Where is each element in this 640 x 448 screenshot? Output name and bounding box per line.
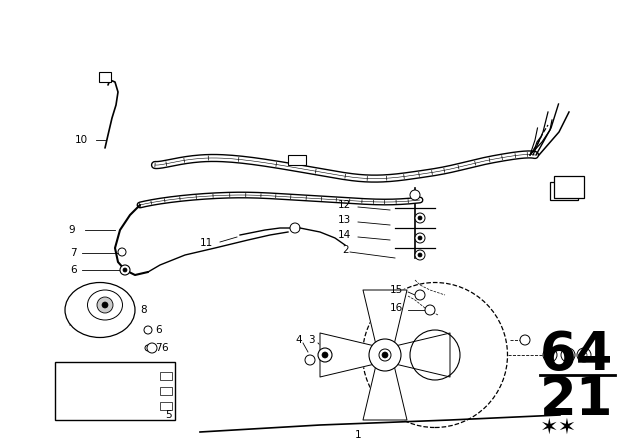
Text: 15: 15 xyxy=(390,285,403,295)
Text: 3: 3 xyxy=(308,335,315,345)
Text: 12: 12 xyxy=(338,200,351,210)
Ellipse shape xyxy=(362,283,508,427)
Circle shape xyxy=(123,268,127,272)
Polygon shape xyxy=(385,333,450,377)
Text: 11: 11 xyxy=(200,238,213,248)
Text: 16: 16 xyxy=(390,303,403,313)
Text: 13: 13 xyxy=(338,215,351,225)
Circle shape xyxy=(415,290,425,300)
Text: 7: 7 xyxy=(155,343,162,353)
FancyBboxPatch shape xyxy=(550,182,578,200)
Circle shape xyxy=(410,190,420,200)
Circle shape xyxy=(577,348,591,362)
FancyBboxPatch shape xyxy=(160,387,172,395)
Text: 6: 6 xyxy=(161,343,168,353)
Circle shape xyxy=(144,326,152,334)
Circle shape xyxy=(561,348,575,362)
Ellipse shape xyxy=(88,290,122,320)
Circle shape xyxy=(305,355,315,365)
Circle shape xyxy=(379,349,391,361)
Text: 10: 10 xyxy=(75,135,88,145)
FancyBboxPatch shape xyxy=(554,176,584,198)
Ellipse shape xyxy=(65,283,135,337)
Circle shape xyxy=(418,236,422,240)
Text: 21: 21 xyxy=(540,374,614,426)
Circle shape xyxy=(425,305,435,315)
FancyBboxPatch shape xyxy=(160,402,172,410)
Circle shape xyxy=(547,352,553,358)
Circle shape xyxy=(290,223,300,233)
Circle shape xyxy=(147,343,157,353)
Circle shape xyxy=(369,339,401,371)
Circle shape xyxy=(97,297,113,313)
Text: 2: 2 xyxy=(342,245,349,255)
Circle shape xyxy=(382,352,388,358)
FancyBboxPatch shape xyxy=(55,362,175,420)
Circle shape xyxy=(322,352,328,358)
Text: 9: 9 xyxy=(68,225,75,235)
FancyBboxPatch shape xyxy=(160,372,172,380)
Text: 1: 1 xyxy=(355,430,362,440)
Circle shape xyxy=(543,348,557,362)
Circle shape xyxy=(102,302,108,308)
Circle shape xyxy=(418,253,422,257)
Text: 8: 8 xyxy=(140,305,147,315)
Circle shape xyxy=(318,348,332,362)
Ellipse shape xyxy=(410,330,460,380)
FancyBboxPatch shape xyxy=(288,155,306,165)
Text: 6: 6 xyxy=(155,325,162,335)
Text: 4: 4 xyxy=(295,335,301,345)
Text: 7: 7 xyxy=(70,248,77,258)
Circle shape xyxy=(145,345,151,351)
Circle shape xyxy=(520,335,530,345)
Circle shape xyxy=(118,248,126,256)
Circle shape xyxy=(120,265,130,275)
Text: ✶✶: ✶✶ xyxy=(540,418,577,438)
Circle shape xyxy=(415,233,425,243)
Polygon shape xyxy=(363,290,407,355)
Circle shape xyxy=(565,352,571,358)
Text: 64: 64 xyxy=(540,329,613,381)
Polygon shape xyxy=(320,333,385,377)
Circle shape xyxy=(581,352,587,358)
Circle shape xyxy=(415,250,425,260)
Polygon shape xyxy=(363,355,407,420)
FancyBboxPatch shape xyxy=(99,72,111,82)
Text: 6: 6 xyxy=(70,265,77,275)
Circle shape xyxy=(415,213,425,223)
Text: 5: 5 xyxy=(165,410,172,420)
Circle shape xyxy=(418,216,422,220)
Text: 14: 14 xyxy=(338,230,351,240)
